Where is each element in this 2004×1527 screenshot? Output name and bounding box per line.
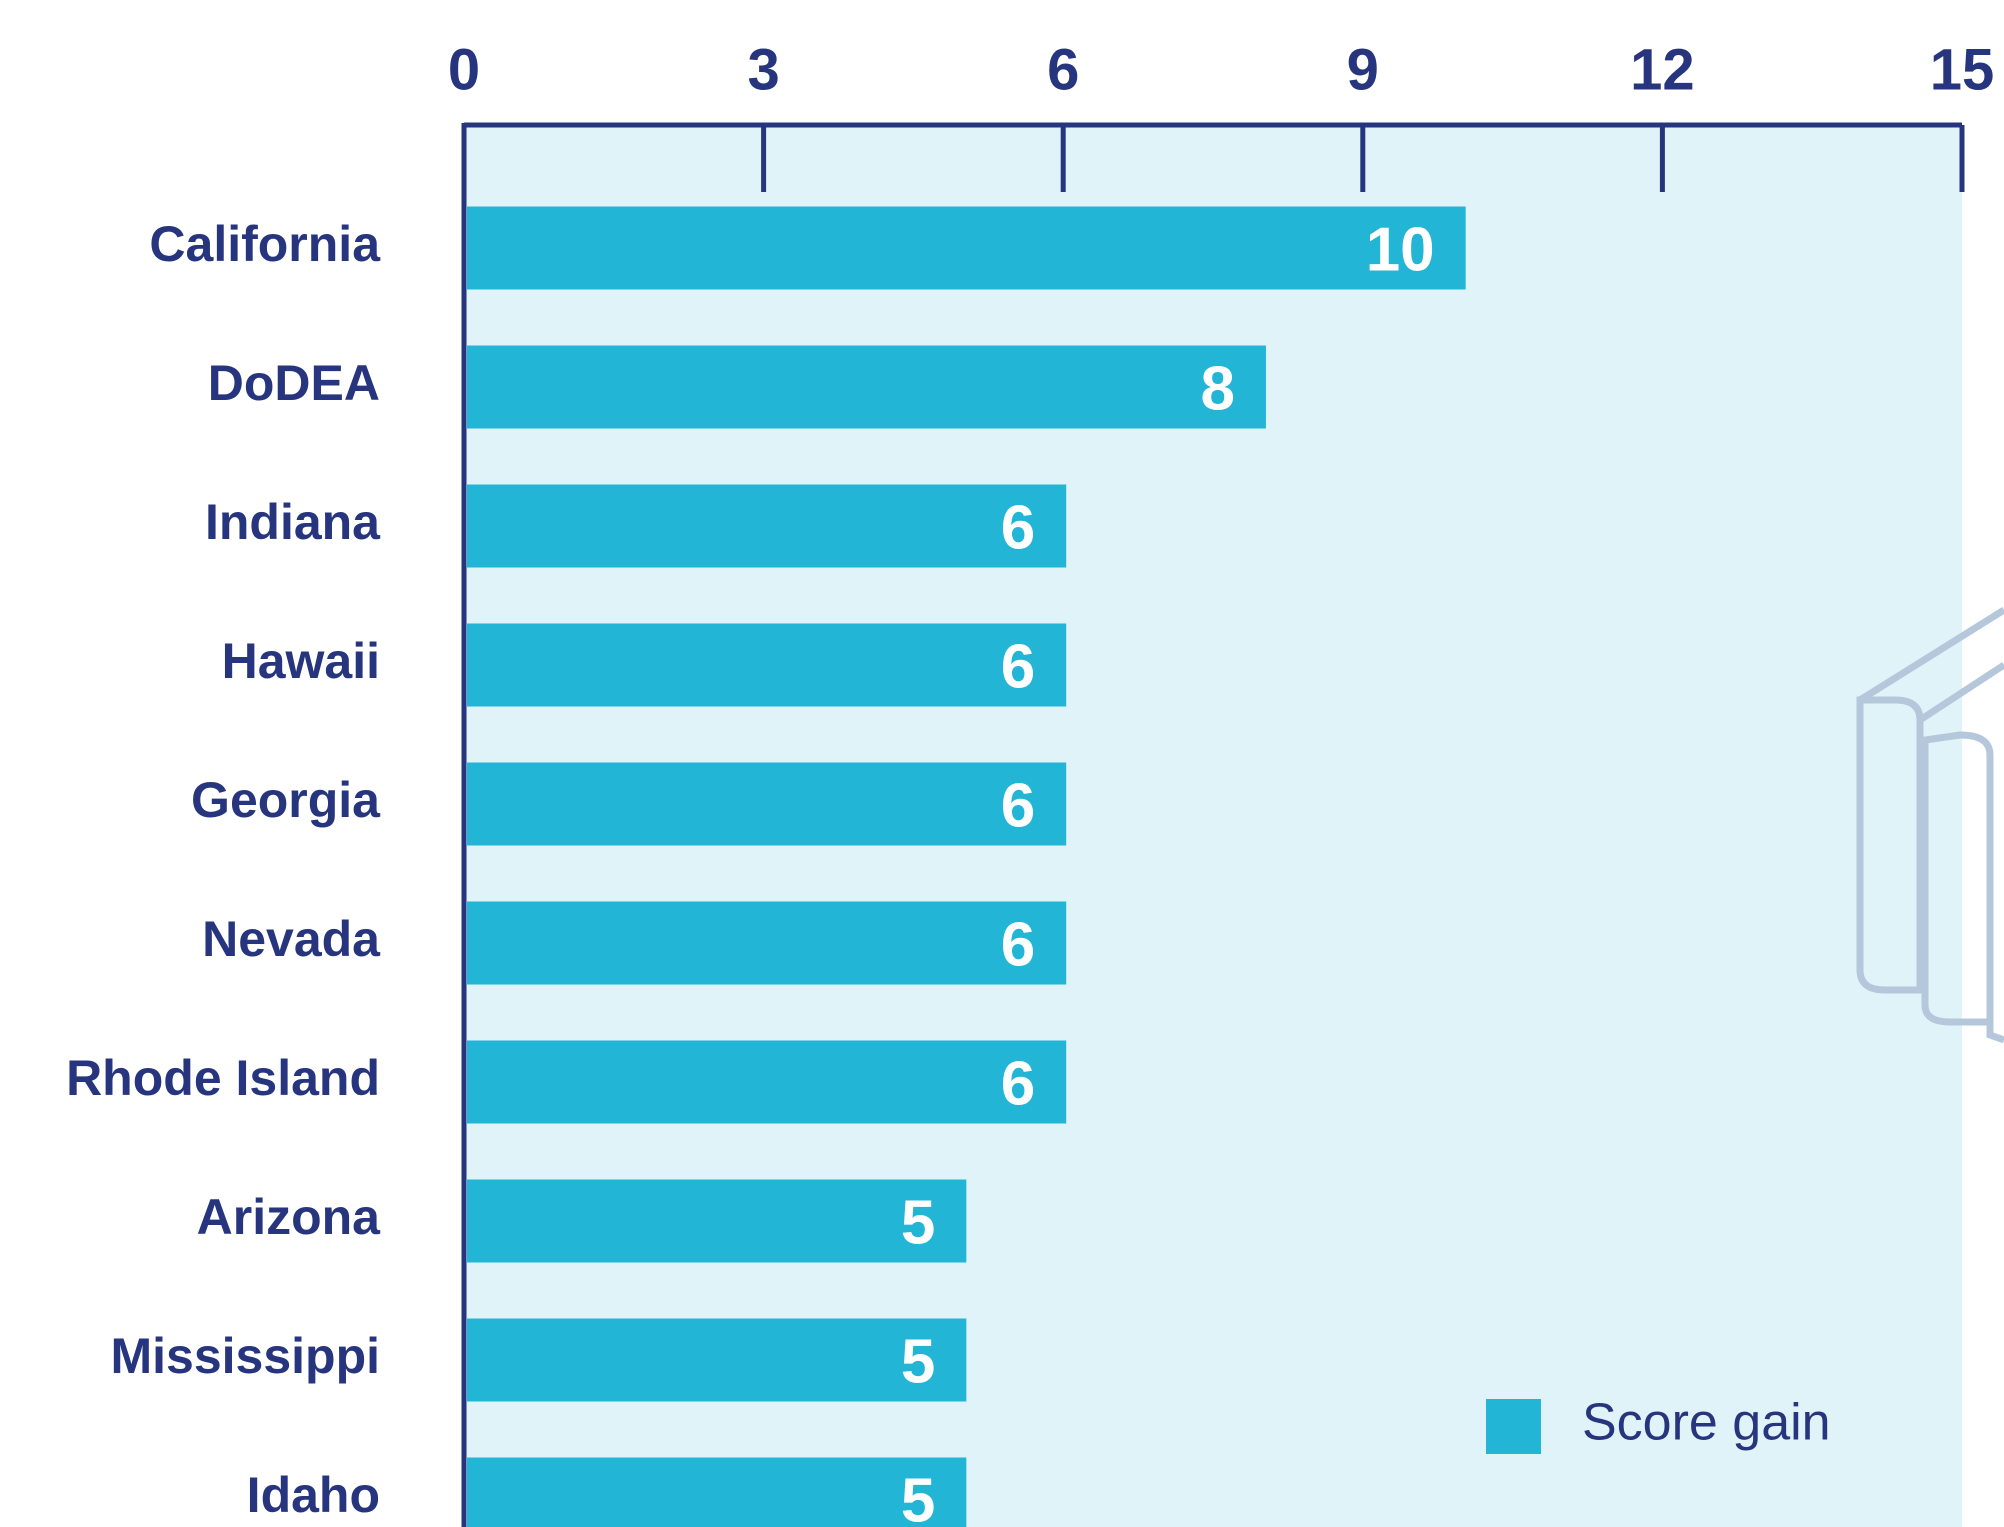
bar [467,346,1266,429]
y-tick-label: Rhode Island [66,1050,380,1106]
bar [467,624,1066,707]
value-label: 6 [1001,493,1035,562]
x-tick-label: 12 [1630,37,1695,102]
y-tick-label: DoDEA [208,355,380,411]
value-label: 6 [1001,1049,1035,1118]
legend-swatch [1486,1399,1541,1454]
x-tick-label: 0 [448,37,480,102]
value-label: 10 [1366,215,1435,284]
bar [467,902,1066,985]
bar [467,1319,966,1402]
y-tick-label: Idaho [247,1467,380,1523]
x-tick-label: 15 [1930,37,1995,102]
y-tick-label: Indiana [205,494,381,550]
bar [467,1041,1066,1124]
value-label: 6 [1001,632,1035,701]
x-tick-label: 6 [1047,37,1079,102]
x-tick-label: 9 [1347,37,1379,102]
bar [467,207,1466,290]
y-tick-label: Arizona [197,1189,382,1245]
y-tick-label: Georgia [191,772,381,828]
bar [467,1180,966,1263]
bar [467,763,1066,846]
y-tick-label: Hawaii [222,633,380,689]
x-tick-label: 3 [747,37,779,102]
value-label: 5 [901,1188,935,1257]
value-label: 5 [901,1466,935,1527]
chart: 0 3 6 9 12 15 California DoDEA Indiana Hawaii Geor… [0,0,2004,1527]
legend-label: Score gain [1582,1394,1831,1452]
y-tick-label: Nevada [202,911,381,967]
bar [467,1458,966,1527]
value-label: 8 [1200,354,1234,423]
y-tick-label: Mississippi [110,1328,380,1384]
bar [467,485,1066,568]
value-label: 5 [901,1327,935,1396]
y-tick-label: California [149,216,381,272]
value-label: 6 [1001,910,1035,979]
value-label: 6 [1001,771,1035,840]
